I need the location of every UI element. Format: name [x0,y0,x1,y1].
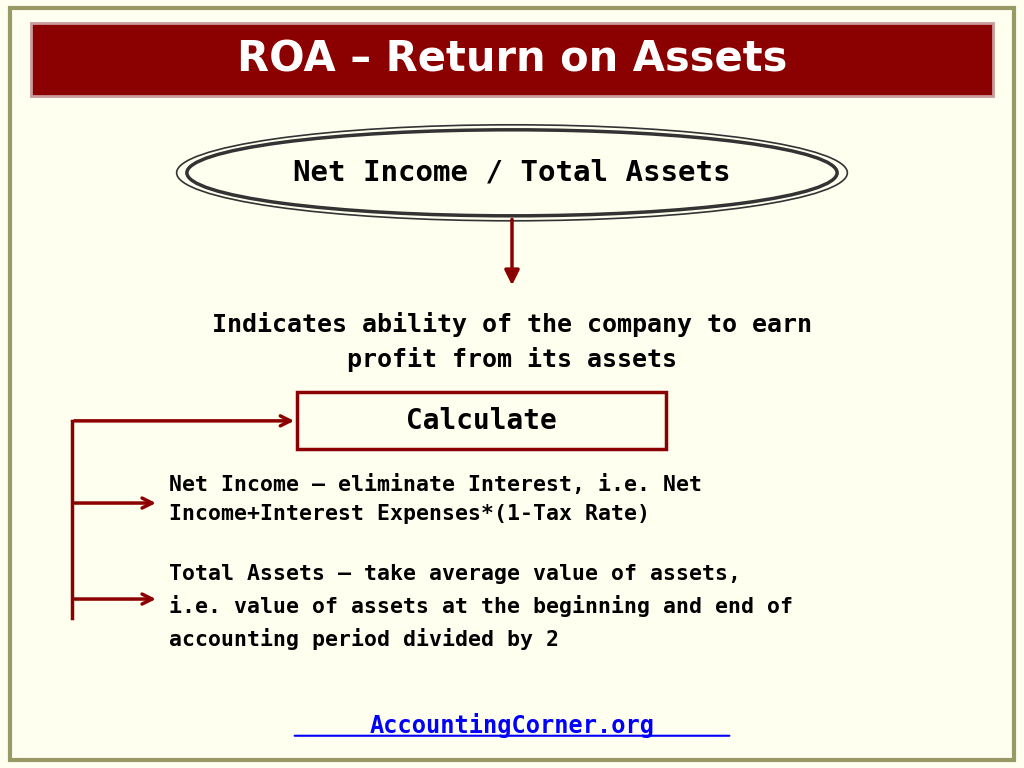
FancyBboxPatch shape [31,23,993,96]
Text: Net Income – eliminate Interest, i.e. Net
Income+Interest Expenses*(1-Tax Rate): Net Income – eliminate Interest, i.e. Ne… [169,474,702,525]
Text: Indicates ability of the company to earn
profit from its assets: Indicates ability of the company to earn… [212,312,812,372]
Text: Calculate: Calculate [406,407,557,435]
Text: Total Assets – take average value of assets,
i.e. value of assets at the beginni: Total Assets – take average value of ass… [169,564,793,650]
Text: ROA – Return on Assets: ROA – Return on Assets [237,39,787,81]
Ellipse shape [186,130,838,216]
Text: AccountingCorner.org: AccountingCorner.org [370,713,654,738]
FancyBboxPatch shape [297,392,666,449]
Ellipse shape [176,124,848,221]
Text: Net Income / Total Assets: Net Income / Total Assets [293,159,731,187]
